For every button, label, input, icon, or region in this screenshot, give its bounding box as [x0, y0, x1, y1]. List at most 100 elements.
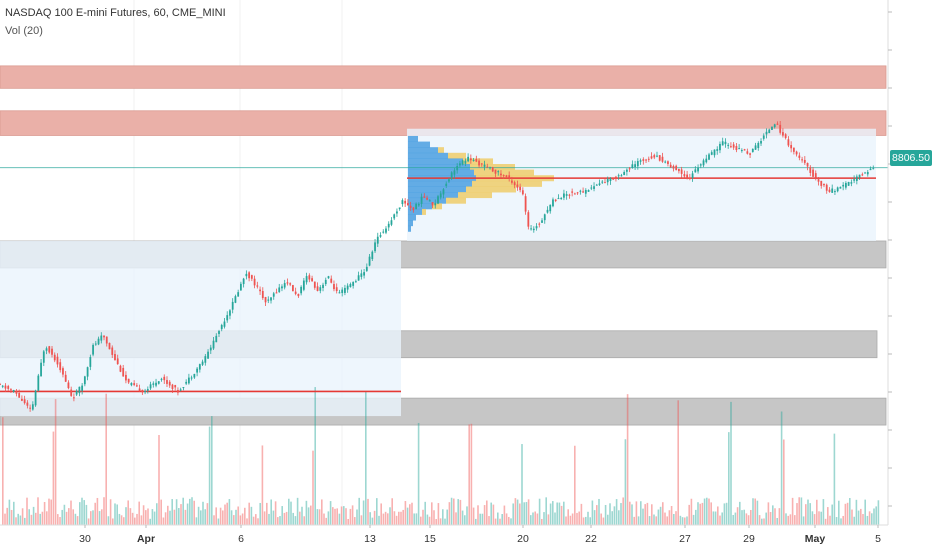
volume-bar	[30, 514, 33, 525]
candle	[157, 381, 160, 384]
candle	[7, 386, 10, 389]
candle	[434, 203, 437, 206]
volume-bar	[81, 497, 83, 525]
candle	[245, 273, 248, 277]
candle	[133, 383, 136, 385]
profile-bar-up	[408, 141, 430, 148]
volume-bar	[780, 411, 783, 525]
volume-bar	[805, 504, 807, 525]
candle	[371, 251, 374, 260]
volume-bar	[758, 515, 761, 525]
volume-bar	[642, 508, 644, 525]
volume-bar	[321, 499, 323, 525]
volume-bar	[756, 500, 759, 525]
profile-bar-up	[408, 192, 458, 199]
volume-bar	[712, 511, 715, 525]
candle	[768, 129, 771, 134]
volume-bar	[285, 511, 288, 525]
volume-bar	[809, 503, 811, 525]
volume-bar	[787, 515, 789, 525]
volume-bar	[853, 516, 855, 525]
candle	[467, 156, 470, 162]
volume-bar	[783, 439, 785, 525]
volume-bar	[655, 516, 657, 525]
candle	[18, 392, 21, 398]
candle	[743, 149, 746, 151]
volume-bar	[829, 515, 831, 525]
candle	[4, 385, 7, 389]
volume-bar	[175, 499, 178, 525]
candle	[23, 399, 26, 404]
candle	[135, 385, 138, 387]
volume-bar	[433, 510, 435, 525]
volume-bar	[327, 511, 330, 525]
profile-bar-down	[448, 152, 466, 159]
volume-bar	[501, 514, 503, 525]
candle	[10, 389, 12, 391]
volume-bar	[607, 514, 609, 525]
candle	[220, 325, 223, 330]
candle	[727, 144, 730, 146]
volume-bar	[101, 509, 103, 525]
profile-bar-up	[408, 208, 422, 215]
candle	[368, 256, 371, 266]
volume-bar	[466, 506, 468, 525]
volume-bar	[512, 503, 514, 525]
candle	[146, 389, 149, 391]
volume-bar	[332, 507, 334, 525]
volume-bar	[664, 512, 666, 525]
candle	[645, 159, 647, 161]
volume-bar	[87, 518, 90, 525]
candle	[782, 132, 784, 136]
volume-bar	[543, 512, 545, 525]
volume-bar	[85, 504, 88, 525]
volume-bar	[382, 513, 385, 525]
volume-bar	[514, 498, 517, 525]
volume-indicator-label[interactable]: Vol (20)	[5, 25, 43, 37]
volume-bar	[763, 518, 765, 525]
volume-bar	[318, 509, 321, 525]
time-axis-label: 15	[424, 533, 436, 545]
candle	[406, 203, 409, 206]
candle	[215, 335, 218, 343]
volume-bar	[208, 426, 211, 525]
time-axis-label: 20	[517, 533, 529, 545]
volume-bar	[739, 501, 741, 525]
candle	[850, 182, 853, 184]
volume-bar	[325, 517, 327, 525]
candle	[590, 187, 593, 189]
chart-title[interactable]: NASDAQ 100 E-mini Futures, 60, CME_MINI	[5, 7, 226, 19]
candle	[278, 287, 281, 293]
candle	[294, 291, 297, 294]
candle	[308, 275, 311, 280]
volume-bar	[442, 509, 444, 525]
candle	[21, 398, 23, 401]
candle	[212, 340, 215, 349]
candle	[122, 367, 125, 377]
volume-bar	[585, 516, 587, 525]
volume-bar	[791, 497, 794, 525]
volume-bar	[510, 518, 512, 525]
candle	[508, 175, 511, 178]
volume-bar	[807, 499, 809, 525]
volume-bar	[219, 507, 222, 525]
candle	[56, 356, 59, 365]
volume-bar	[371, 517, 374, 525]
volume-bar	[789, 514, 792, 525]
volume-bar	[290, 501, 292, 525]
volume-bar	[554, 512, 556, 525]
candle	[341, 289, 344, 294]
volume-bar	[250, 506, 253, 525]
candle	[283, 283, 286, 288]
candle	[820, 180, 823, 186]
volume-bar	[65, 511, 68, 525]
candle	[168, 381, 171, 386]
volume-bar	[59, 517, 61, 525]
volume-bar	[657, 509, 660, 525]
volume-bar	[710, 502, 712, 525]
volume-bar	[365, 391, 367, 525]
volume-bar	[125, 507, 127, 525]
candle	[650, 156, 653, 159]
